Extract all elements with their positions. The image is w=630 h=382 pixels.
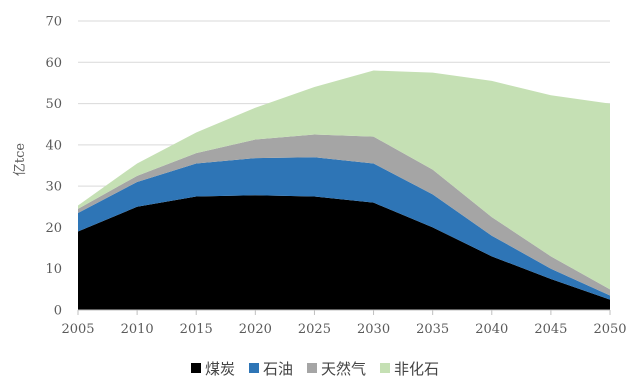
legend: 煤炭 石油 天然气 非化石 [0,356,630,380]
legend-swatch [307,363,317,373]
area-series-4 [78,70,610,290]
area-series-1 [78,195,610,310]
y-tick-label: 50 [45,97,62,112]
y-tick-label: 60 [45,56,62,71]
legend-item: 非化石 [380,358,439,379]
legend-swatch [190,363,201,373]
legend-swatch [380,363,391,373]
legend-item: 石油 [248,358,293,379]
legend-label: 煤炭 [204,359,235,378]
x-tick-label: 2045 [534,322,567,337]
x-tick-label: 2030 [357,322,390,337]
x-tick-label: 2035 [416,322,449,337]
y-tick-labels: 0 10 20 30 40 50 60 70 [45,15,62,319]
legend-swatch [248,363,259,373]
x-tick-label: 2005 [61,322,94,337]
y-tick-label: 70 [45,15,62,30]
x-tick-labels: 2005 2010 2015 2020 2025 2030 2035 2040 2045 2050 [61,322,626,337]
legend-label: 非化石 [394,359,440,378]
y-tick-label: 20 [45,221,62,236]
x-tick-label: 2020 [239,322,272,337]
legend-item: 天然气 [307,358,366,379]
y-tick-label: 0 [54,304,62,319]
legend-item: 煤炭 [190,358,235,379]
x-tick-label: 2025 [298,322,331,337]
area-series-group [78,70,610,310]
y-axis-label: 亿tce [13,143,28,177]
area-series-2 [78,157,610,300]
x-tick-label: 2015 [180,322,213,337]
y-tick-label: 40 [45,138,62,153]
x-tick-label: 2050 [593,322,626,337]
axes [77,309,611,315]
legend-label: 石油 [262,359,293,378]
x-tick-label: 2040 [475,322,508,337]
x-tick-label: 2010 [121,322,154,337]
legend-label: 天然气 [321,359,367,378]
y-tick-label: 30 [45,180,62,195]
y-tick-label: 10 [45,262,62,277]
